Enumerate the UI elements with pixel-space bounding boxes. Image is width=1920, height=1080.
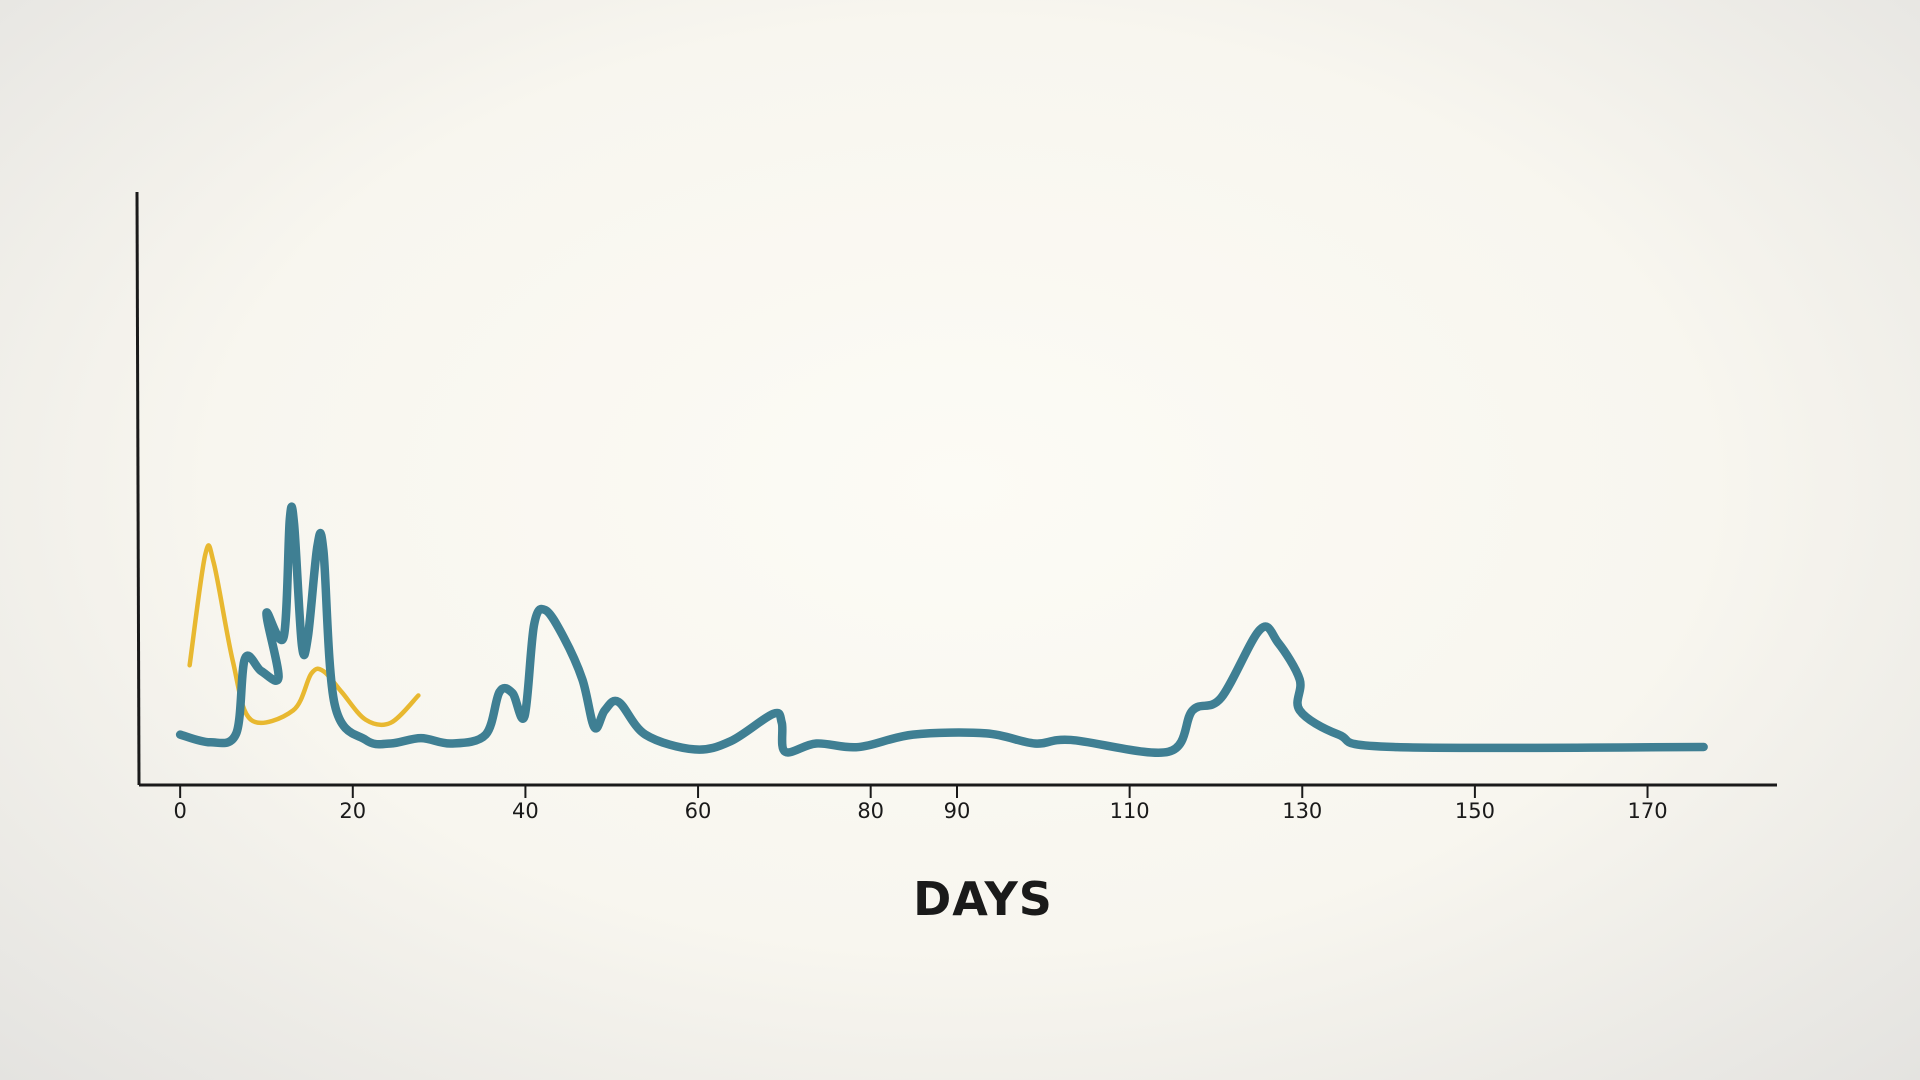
x-tick-label: 110 xyxy=(1110,799,1150,823)
x-axis-title: DAYS xyxy=(913,872,1053,926)
x-tick-label: 130 xyxy=(1282,799,1322,823)
x-tick-label: 80 xyxy=(857,799,884,823)
x-tick-label: 40 xyxy=(512,799,539,823)
x-tick-label: 20 xyxy=(339,799,366,823)
x-tick-label: 0 xyxy=(173,799,186,823)
x-tick-label: 60 xyxy=(685,799,712,823)
y-axis xyxy=(135,191,141,786)
line xyxy=(187,543,421,728)
line xyxy=(175,502,1708,757)
x-tick-label: 150 xyxy=(1455,799,1495,823)
x-tick-label: 90 xyxy=(944,799,971,823)
x-tick-label: 170 xyxy=(1627,799,1667,823)
